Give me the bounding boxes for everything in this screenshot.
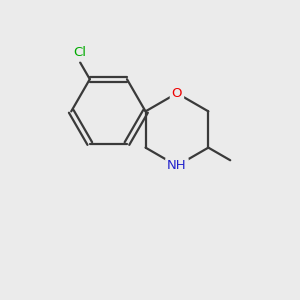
Text: Cl: Cl bbox=[74, 46, 87, 59]
Text: O: O bbox=[172, 87, 182, 100]
Text: NH: NH bbox=[167, 159, 187, 172]
